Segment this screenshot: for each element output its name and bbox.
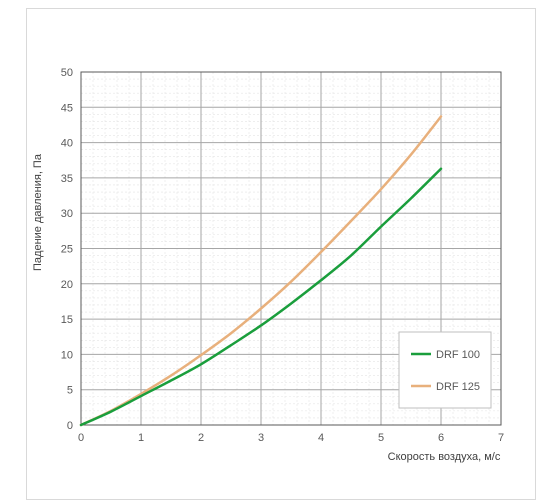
y-tick-label: 0 (67, 420, 73, 432)
y-tick-label: 5 (67, 385, 73, 397)
y-axis-title: Падение давления, Па (32, 153, 44, 271)
legend-box (398, 331, 492, 409)
y-tick-label: 40 (61, 138, 73, 150)
y-tick-label: 20 (61, 279, 73, 291)
y-tick-label: 50 (61, 67, 73, 79)
plot-area-border (80, 71, 502, 426)
x-tick-label: 2 (198, 432, 204, 444)
legend-label-drf-100: DRF 100 (436, 349, 480, 361)
x-tick-label: 7 (498, 432, 504, 444)
y-tick-label: 45 (61, 102, 73, 114)
x-axis-ticks: 0 1 2 3 4 5 6 7 (78, 432, 504, 444)
x-tick-label: 0 (78, 432, 84, 444)
y-axis-ticks: 0 5 10 15 20 25 30 35 40 45 50 (61, 67, 73, 432)
y-tick-label: 10 (61, 349, 73, 361)
y-tick-label: 15 (61, 314, 73, 326)
series-layer (79, 115, 443, 427)
x-tick-label: 1 (138, 432, 144, 444)
x-tick-label: 3 (258, 432, 264, 444)
series-line-drf-125 (79, 115, 443, 427)
series-line-drf-100 (79, 167, 443, 427)
y-tick-label: 30 (61, 208, 73, 220)
x-tick-label: 5 (378, 432, 384, 444)
x-axis-title: Скорость воздуха, м/с (388, 451, 501, 463)
x-tick-label: 6 (438, 432, 444, 444)
legend: DRF 100 DRF 125 (398, 331, 492, 409)
y-tick-label: 25 (61, 244, 73, 256)
legend-label-drf-125: DRF 125 (436, 381, 480, 393)
x-tick-label: 4 (318, 432, 324, 444)
y-tick-label: 35 (61, 173, 73, 185)
